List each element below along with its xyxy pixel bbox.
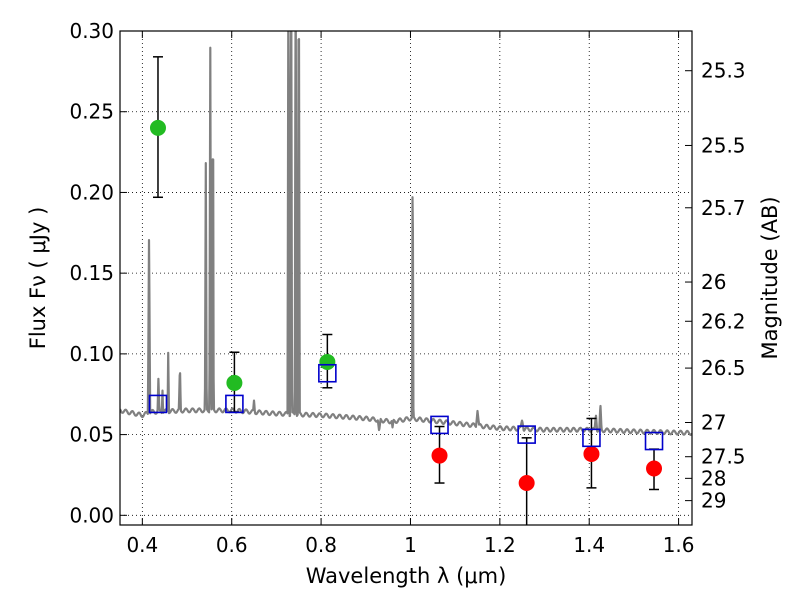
green-data-point bbox=[319, 353, 336, 370]
red-data-point bbox=[431, 447, 448, 464]
model-photometry-square bbox=[517, 425, 536, 444]
x-tick-label: 0.6 bbox=[216, 533, 248, 557]
x-tick-label: 1.2 bbox=[484, 533, 516, 557]
y-tick-label: 0.25 bbox=[69, 100, 114, 124]
data-points-layer bbox=[148, 56, 664, 525]
model-photometry-square bbox=[644, 431, 664, 451]
right-tick-label: 26.5 bbox=[701, 356, 746, 380]
y-tick-label: 0.30 bbox=[69, 19, 114, 43]
model-photometry-square bbox=[430, 415, 449, 435]
y-tick-label: 0.20 bbox=[69, 180, 114, 204]
grid-lines bbox=[120, 31, 692, 525]
green-data-point bbox=[149, 119, 166, 136]
y-axis-left: 0.00 0.05 0.10 0.15 0.20 0.25 0.30 bbox=[69, 19, 127, 527]
red-data-point bbox=[518, 475, 535, 492]
model-spectrum-line bbox=[120, 31, 692, 436]
right-tick-label: 28 bbox=[701, 466, 726, 490]
model-photometry-square bbox=[582, 428, 601, 448]
x-tick-label: 1 bbox=[404, 533, 417, 557]
right-tick-label: 25.7 bbox=[701, 196, 746, 220]
model-spectrum-layer bbox=[120, 31, 692, 436]
x-tick-label: 1.6 bbox=[663, 533, 695, 557]
right-tick-label: 29 bbox=[701, 489, 726, 513]
x-tick-label: 0.8 bbox=[305, 533, 337, 557]
x-tick-label: 1.4 bbox=[573, 533, 605, 557]
x-axis: 0.4 0.6 0.8 1 1.2 1.4 1.6 bbox=[126, 31, 695, 557]
right-tick-label: 26.2 bbox=[701, 309, 746, 333]
right-tick-label: 25.3 bbox=[701, 59, 746, 83]
model-photometry-square bbox=[318, 363, 337, 383]
green-data-point bbox=[226, 374, 243, 391]
right-tick-label: 27 bbox=[701, 410, 726, 434]
y-tick-label: 0.10 bbox=[69, 342, 114, 366]
x-axis-title: Wavelength λ (μm) bbox=[306, 564, 507, 588]
plot-area bbox=[120, 31, 692, 525]
right-tick-label: 26 bbox=[701, 270, 726, 294]
plot-frame bbox=[119, 30, 693, 526]
red-data-point bbox=[646, 460, 663, 477]
y-tick-label: 0.05 bbox=[69, 423, 114, 447]
red-data-point bbox=[583, 445, 600, 462]
y-axis-title: Flux Fν ( μJy ) bbox=[26, 207, 50, 350]
model-photometry-square bbox=[225, 394, 244, 414]
y-tick-label: 0.15 bbox=[69, 261, 114, 285]
model-photometry-square bbox=[148, 394, 168, 414]
right-tick-label: 27.5 bbox=[701, 445, 746, 469]
right-tick-label: 25.5 bbox=[701, 133, 746, 157]
x-tick-label: 0.4 bbox=[126, 533, 158, 557]
right-axis-title: Magnitude (AB) bbox=[758, 196, 782, 359]
y-tick-label: 0.00 bbox=[69, 503, 114, 527]
